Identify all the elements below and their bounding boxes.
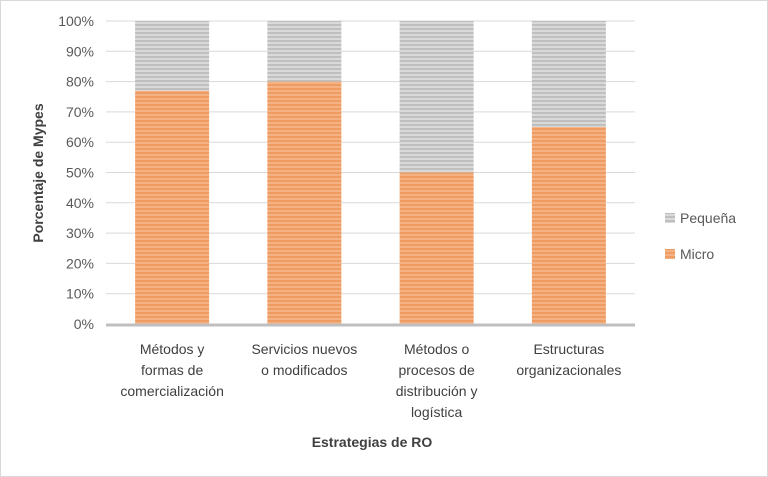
- y-tick-label: 80%: [66, 74, 94, 90]
- x-category-line: Métodos y: [140, 341, 205, 357]
- y-tick-label: 0%: [74, 316, 94, 332]
- bar-pequena: [399, 21, 474, 173]
- x-category-line: Servicios nuevos: [251, 341, 357, 357]
- y-tick-label: 70%: [66, 104, 94, 120]
- x-category-line: logística: [411, 404, 463, 420]
- x-category-label: Servicios nuevos o modificados: [251, 341, 357, 378]
- x-category-line: formas de: [141, 362, 203, 378]
- y-tick-label: 30%: [66, 225, 94, 241]
- x-category-label: Estructuras organizacionales: [516, 341, 621, 378]
- x-category-label: Métodos o procesos de distribución y logíst…: [396, 341, 478, 420]
- legend-swatch-micro: [665, 249, 675, 259]
- y-tick-label: 100%: [58, 13, 94, 29]
- x-category-line: Estructuras: [533, 341, 604, 357]
- bar-pequena: [531, 21, 606, 128]
- y-tick-label: 60%: [66, 134, 94, 150]
- bar-pequena: [135, 21, 210, 91]
- y-tick-label: 50%: [66, 165, 94, 181]
- x-category-line: procesos de: [398, 362, 474, 378]
- bars: [135, 21, 606, 324]
- y-tick-label: 20%: [66, 255, 94, 271]
- bar-micro: [267, 81, 342, 324]
- bar-micro: [135, 90, 210, 324]
- y-axis-title: Porcentaje de Mypes: [30, 103, 46, 242]
- x-category-line: organizacionales: [516, 362, 621, 378]
- legend-swatch-pequena: [665, 213, 675, 223]
- bar-pequena: [267, 21, 342, 82]
- bar-micro: [531, 127, 606, 324]
- y-tick-label: 10%: [66, 286, 94, 302]
- x-axis-title: Estrategias de RO: [312, 434, 433, 450]
- y-tick-label: 40%: [66, 195, 94, 211]
- y-axis-ticks: 0% 10% 20% 30% 40% 50% 60% 70% 80% 90% 100%: [58, 13, 94, 332]
- legend-label-micro: Micro: [680, 246, 714, 262]
- legend-label-pequena: Pequeña: [680, 210, 736, 226]
- legend: Pequeña Micro: [665, 210, 736, 262]
- y-tick-label: 90%: [66, 43, 94, 59]
- x-category-line: distribución y: [396, 383, 478, 399]
- x-category-label: Métodos y formas de comercialización: [120, 341, 223, 399]
- x-category-line: Métodos o: [404, 341, 470, 357]
- x-category-line: comercialización: [120, 383, 223, 399]
- x-axis-categories: Métodos y formas de comercialización Servic…: [120, 341, 621, 420]
- bar-micro: [399, 172, 474, 324]
- x-category-line: o modificados: [261, 362, 347, 378]
